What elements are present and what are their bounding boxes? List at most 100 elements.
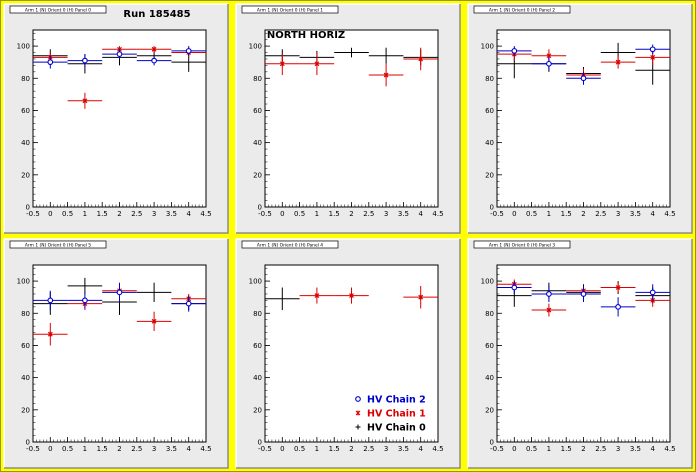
point-hv-chain-2 bbox=[67, 292, 103, 309]
star-marker bbox=[615, 285, 621, 290]
y-tick-label: 40 bbox=[21, 139, 30, 147]
pad-bevel-dark bbox=[468, 239, 693, 469]
legend-label: HV Chain 0 bbox=[367, 423, 426, 434]
point-hv-chain-1 bbox=[403, 285, 438, 309]
point-hv-chain-1 bbox=[299, 52, 335, 76]
x-tick-label: 0 bbox=[48, 210, 52, 218]
star-marker bbox=[650, 54, 656, 60]
y-tick-label: 80 bbox=[485, 310, 494, 318]
point-hv-chain-1 bbox=[299, 287, 335, 304]
x-tick-label: 2 bbox=[581, 210, 585, 218]
x-tick-label: 4 bbox=[186, 445, 191, 453]
point-hv-chain-2 bbox=[531, 57, 567, 71]
point-hv-chain-2 bbox=[566, 71, 601, 85]
legend-label: HV Chain 1 bbox=[367, 409, 426, 420]
point-hv-chain-1 bbox=[67, 92, 103, 109]
star-marker bbox=[383, 72, 389, 78]
circle-marker bbox=[116, 289, 123, 296]
x-tick-label: 3 bbox=[616, 445, 620, 453]
point-hv-chain-2 bbox=[136, 55, 172, 66]
x-tick-label: -0.5 bbox=[258, 210, 272, 218]
y-tick-label: 100 bbox=[17, 278, 30, 286]
panel-title-box bbox=[241, 240, 339, 249]
circle-marker bbox=[546, 291, 552, 297]
circle-marker bbox=[615, 303, 621, 310]
circle-marker bbox=[185, 300, 192, 307]
y-tick-label: 0 bbox=[490, 439, 494, 447]
plot-frame bbox=[496, 29, 671, 208]
panel-title: Arm 1 (N) Orient 0 (H) Panel 2 bbox=[489, 8, 555, 14]
x-tick-label: 0.5 bbox=[62, 210, 73, 218]
star-marker bbox=[418, 56, 424, 62]
panel-title-box bbox=[9, 240, 107, 249]
y-tick-label: 20 bbox=[21, 406, 30, 414]
circle-marker bbox=[649, 46, 656, 53]
point-hv-chain-2 bbox=[635, 284, 670, 301]
x-tick-label: 4.5 bbox=[432, 210, 443, 218]
chart-panel-4: Arm 1 (N) Orient 0 (H) Panel 4-0.5 0 0.5 1 1… bbox=[235, 238, 461, 469]
x-tick-label: 0.5 bbox=[526, 210, 537, 218]
x-tick-label: -0.5 bbox=[258, 445, 272, 453]
x-tick-label: -0.5 bbox=[26, 210, 40, 218]
star-marker bbox=[546, 53, 552, 59]
x-tick-label: 4.5 bbox=[664, 210, 675, 218]
pad-bevel-light bbox=[3, 238, 228, 468]
y-tick-label: 60 bbox=[485, 342, 494, 350]
legend-marker-star bbox=[355, 410, 361, 416]
plot-frame bbox=[32, 29, 207, 208]
x-tick-label: 3.5 bbox=[398, 210, 409, 218]
star-marker bbox=[418, 294, 424, 300]
y-tick-label: 0 bbox=[26, 204, 30, 212]
x-tick-label: 1.5 bbox=[329, 210, 340, 218]
y-tick-label: 60 bbox=[253, 107, 262, 115]
point-hv-chain-2 bbox=[102, 49, 137, 59]
circle-marker bbox=[511, 48, 518, 54]
star-marker bbox=[151, 318, 157, 324]
pad-bevel-dark bbox=[468, 4, 693, 234]
y-tick-label: 40 bbox=[253, 139, 262, 147]
point-hv-chain-2 bbox=[635, 44, 670, 55]
point-hv-chain-1 bbox=[635, 49, 670, 66]
x-tick-label: 3.5 bbox=[166, 210, 177, 218]
x-tick-label: 2.5 bbox=[131, 210, 142, 218]
star-marker bbox=[82, 98, 88, 104]
star-marker bbox=[151, 46, 157, 52]
x-tick-label: 3 bbox=[152, 445, 156, 453]
x-tick-label: 0 bbox=[280, 210, 284, 218]
north-horiz-label: NORTH HORIZ bbox=[267, 30, 345, 41]
x-tick-label: 0 bbox=[512, 210, 516, 218]
circle-marker bbox=[185, 48, 192, 54]
x-tick-label: 2.5 bbox=[363, 445, 374, 453]
point-hv-chain-0 bbox=[334, 47, 369, 58]
circle-marker bbox=[580, 75, 587, 82]
y-tick-label: 20 bbox=[253, 406, 262, 414]
point-hv-chain-2 bbox=[67, 54, 103, 68]
y-tick-label: 100 bbox=[481, 43, 494, 51]
y-tick-label: 20 bbox=[485, 406, 494, 414]
x-tick-label: -0.5 bbox=[490, 445, 504, 453]
point-hv-chain-1 bbox=[136, 311, 172, 331]
y-tick-label: 60 bbox=[21, 342, 30, 350]
x-tick-label: 3.5 bbox=[630, 445, 641, 453]
x-tick-label: 2.5 bbox=[131, 445, 142, 453]
x-tick-label: 1 bbox=[83, 210, 87, 218]
legend: HV Chain 2 HV Chain 1 HV Chain 0 bbox=[355, 395, 426, 434]
x-tick-label: 1 bbox=[547, 445, 551, 453]
circle-marker bbox=[47, 297, 54, 304]
x-tick-label: 1 bbox=[315, 445, 319, 453]
y-tick-label: 100 bbox=[249, 43, 262, 51]
point-hv-chain-1 bbox=[265, 52, 300, 76]
point-hv-chain-2 bbox=[497, 46, 532, 56]
x-tick-label: -0.5 bbox=[26, 445, 40, 453]
circle-marker bbox=[546, 60, 552, 67]
x-tick-label: 4 bbox=[650, 210, 655, 218]
panel-title: Arm 1 (N) Orient 0 (H) Panel 3 bbox=[489, 243, 555, 249]
point-hv-chain-1 bbox=[600, 282, 636, 293]
legend-label: HV Chain 2 bbox=[367, 395, 426, 406]
x-tick-label: -0.5 bbox=[490, 210, 504, 218]
chart-panel-3: Arm 1 (N) Orient 0 (H) Panel 5-0.5 0 0.5 1 1… bbox=[3, 238, 229, 469]
point-hv-chain-1 bbox=[368, 63, 404, 87]
x-tick-label: 4 bbox=[650, 445, 655, 453]
y-tick-label: 80 bbox=[253, 75, 262, 83]
